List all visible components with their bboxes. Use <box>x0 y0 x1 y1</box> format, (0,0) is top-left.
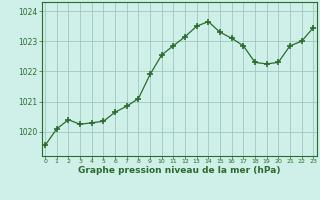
X-axis label: Graphe pression niveau de la mer (hPa): Graphe pression niveau de la mer (hPa) <box>78 166 280 175</box>
